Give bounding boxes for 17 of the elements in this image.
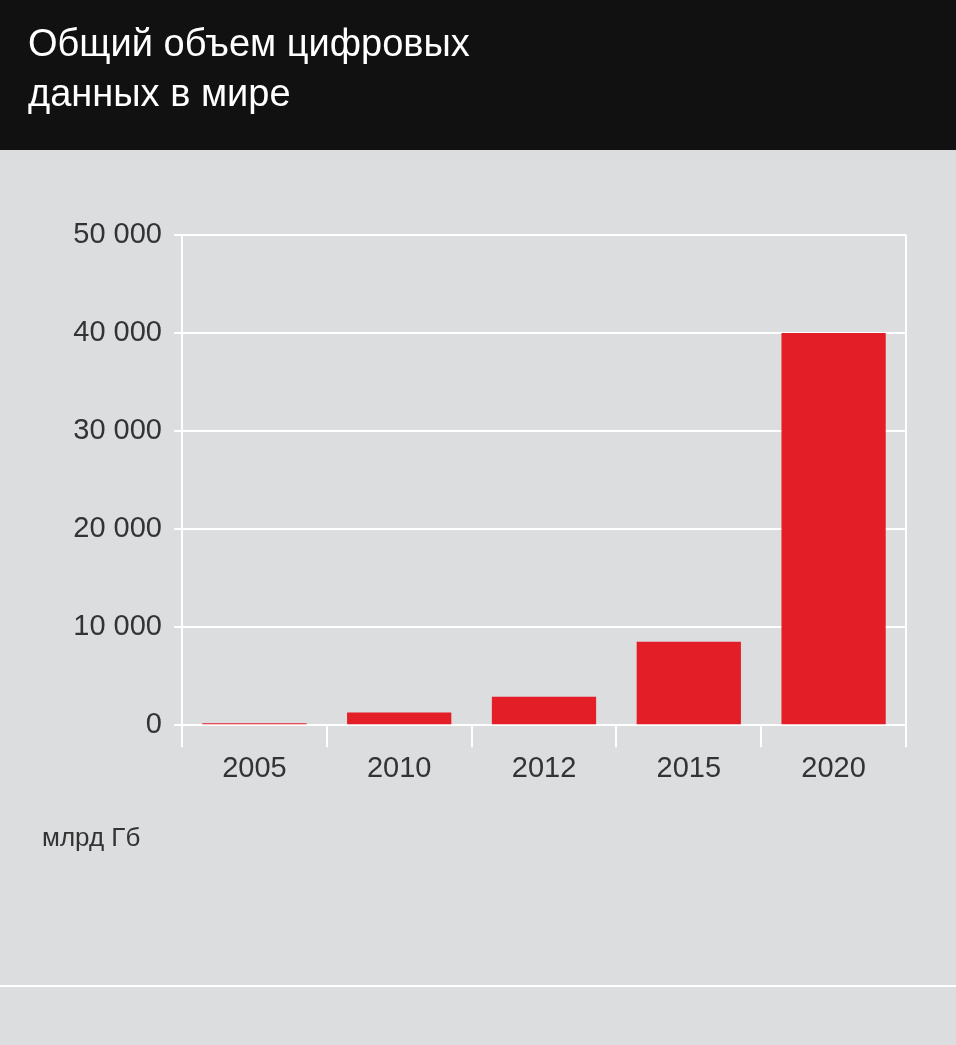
bar	[347, 712, 452, 725]
x-tick-label: 2012	[511, 750, 577, 783]
y-tick-label: 20 000	[73, 511, 162, 544]
bar	[781, 333, 886, 725]
y-tick-label: 0	[145, 707, 162, 740]
bar	[636, 641, 741, 725]
y-tick-label: 40 000	[73, 315, 162, 348]
y-axis-title: млрд Гб	[42, 822, 141, 853]
x-tick-label: 2010	[366, 750, 432, 783]
y-tick-label: 10 000	[73, 609, 162, 642]
x-tick-label: 2020	[801, 750, 866, 783]
x-tick-label: 2015	[656, 750, 722, 783]
chart-title: Общий объем цифровых данных в мире	[0, 0, 520, 150]
y-tick-label: 50 000	[73, 217, 162, 249]
bar	[491, 696, 597, 725]
x-tick-label: 2005	[222, 750, 287, 783]
y-tick-label: 30 000	[73, 413, 162, 446]
